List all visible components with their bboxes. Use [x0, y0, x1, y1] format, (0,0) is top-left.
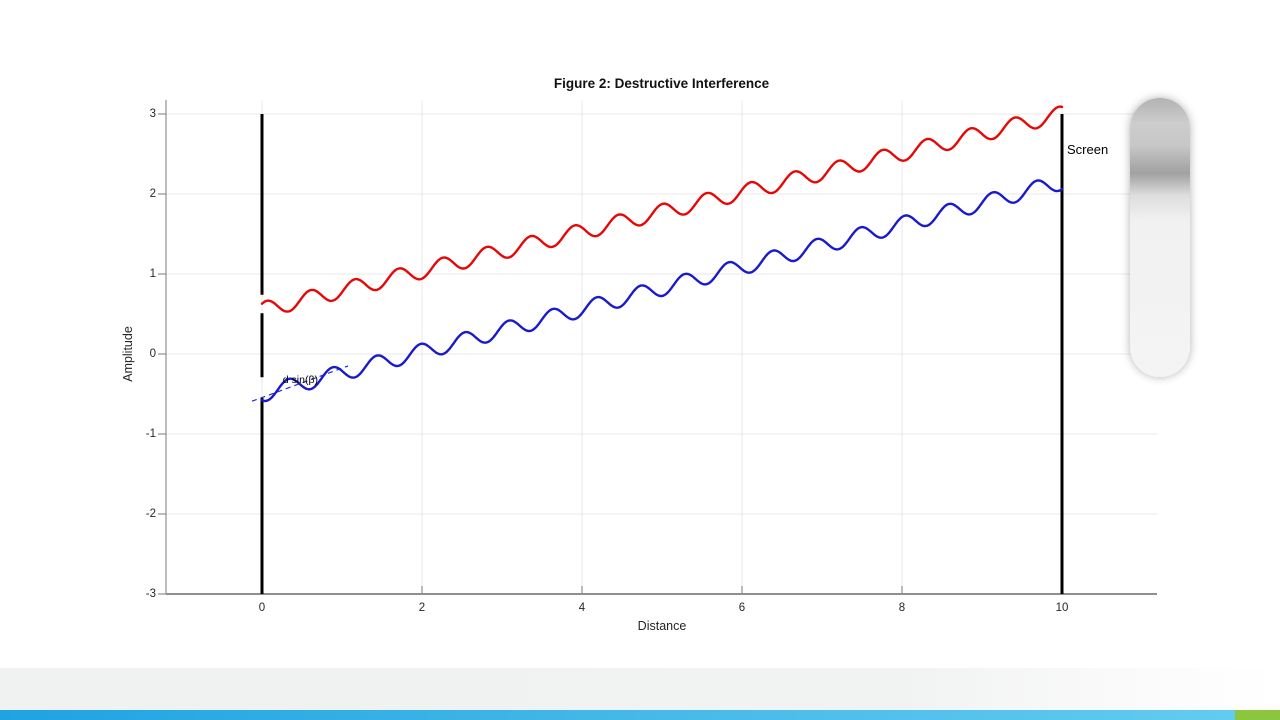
y-tick-label: 1: [149, 268, 156, 280]
y-tick-label: 3: [149, 108, 156, 120]
y-tick-label: 0: [149, 348, 156, 360]
x-tick-label: 6: [738, 602, 746, 614]
upper-slit-wave: [260, 105, 1064, 313]
path-difference-dashed-line: [251, 365, 349, 402]
plot-area: [158, 100, 1157, 595]
x-tick-label: 4: [578, 602, 586, 614]
x-tick-label: 0: [258, 602, 266, 614]
footer-accent-bar: [0, 710, 1280, 720]
y-tick-label: -1: [145, 428, 156, 440]
footer-accent-bar-green-segment: [1235, 710, 1280, 720]
y-tick-label: -3: [145, 588, 156, 600]
y-tick-label: 2: [149, 188, 156, 200]
x-tick-label: 8: [898, 602, 906, 614]
screen-label: Screen: [1067, 142, 1109, 158]
scrollbar-thumb[interactable]: [1130, 98, 1190, 377]
path-difference-label: d sin(β): [282, 374, 318, 387]
x-tick-label: 10: [1055, 602, 1069, 614]
footer: CheckAg: [0, 668, 1280, 710]
y-tick-label: -2: [145, 508, 156, 520]
x-tick-label: 2: [418, 602, 426, 614]
chart-title: Figure 2: Destructive Interference: [553, 76, 770, 91]
x-axis-label: Distance: [637, 619, 687, 633]
lower-slit-wave: [260, 179, 1064, 403]
